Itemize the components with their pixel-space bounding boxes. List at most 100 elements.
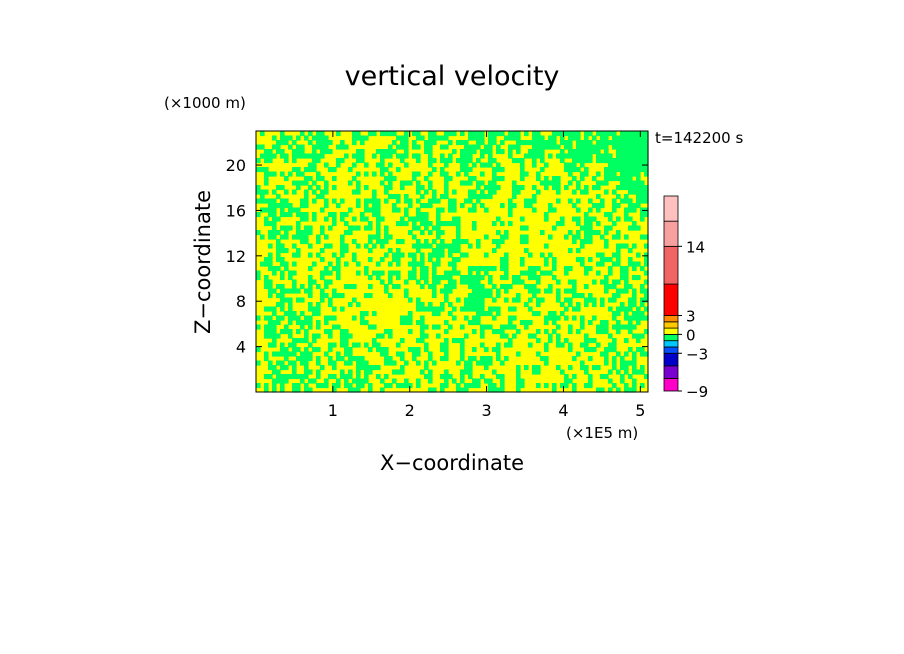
negative-velocity-cell: [264, 284, 269, 290]
negative-velocity-cell: [312, 149, 317, 155]
negative-velocity-cell: [464, 158, 469, 164]
negative-velocity-cell: [376, 234, 381, 240]
negative-velocity-cell: [504, 324, 509, 330]
negative-velocity-cell: [440, 243, 445, 249]
negative-velocity-cell: [504, 234, 509, 240]
negative-velocity-cell: [440, 374, 445, 380]
negative-velocity-cell: [364, 360, 369, 366]
negative-velocity-cell: [612, 135, 617, 141]
negative-velocity-cell: [328, 297, 333, 303]
negative-velocity-cell: [436, 275, 441, 281]
negative-velocity-cell: [636, 306, 641, 312]
negative-velocity-cell: [332, 324, 337, 330]
negative-velocity-cell: [368, 387, 373, 393]
negative-velocity-cell: [292, 270, 297, 276]
negative-velocity-cell: [480, 180, 485, 186]
negative-velocity-cell: [324, 149, 329, 155]
negative-velocity-cell: [460, 342, 465, 348]
negative-velocity-cell: [492, 239, 497, 245]
negative-velocity-cell: [452, 221, 457, 227]
negative-velocity-cell: [332, 221, 337, 227]
negative-velocity-cell: [516, 279, 521, 285]
negative-velocity-cell: [636, 171, 641, 177]
negative-velocity-cell: [464, 144, 469, 150]
negative-velocity-cell: [308, 315, 313, 321]
negative-velocity-cell: [412, 140, 417, 146]
negative-velocity-cell: [452, 149, 457, 155]
negative-velocity-cell: [316, 135, 321, 141]
negative-velocity-cell: [276, 239, 281, 245]
negative-velocity-cell: [444, 162, 449, 168]
negative-velocity-cell: [272, 324, 277, 330]
negative-velocity-cell: [404, 315, 409, 321]
negative-velocity-cell: [508, 306, 513, 312]
negative-velocity-cell: [272, 230, 277, 236]
negative-velocity-cell: [356, 198, 361, 204]
negative-velocity-cell: [376, 198, 381, 204]
negative-velocity-cell: [384, 360, 389, 366]
negative-velocity-cell: [412, 243, 417, 249]
negative-velocity-cell: [644, 293, 649, 299]
negative-velocity-cell: [464, 275, 469, 281]
negative-velocity-cell: [372, 194, 377, 200]
negative-velocity-cell: [544, 180, 549, 186]
negative-velocity-cell: [612, 207, 617, 213]
negative-velocity-cell: [444, 347, 449, 353]
negative-velocity-cell: [544, 356, 549, 362]
negative-velocity-cell: [348, 167, 353, 173]
negative-velocity-cell: [636, 315, 641, 321]
negative-velocity-cell: [260, 234, 265, 240]
negative-velocity-cell: [436, 324, 441, 330]
negative-velocity-cell: [608, 333, 613, 339]
negative-velocity-cell: [300, 131, 305, 137]
negative-velocity-cell: [452, 279, 457, 285]
negative-velocity-cell: [472, 383, 477, 389]
colorbar-level: [663, 195, 679, 222]
negative-velocity-cell: [324, 180, 329, 186]
negative-velocity-cell: [404, 162, 409, 168]
negative-velocity-cell: [520, 270, 525, 276]
negative-velocity-cell: [632, 356, 637, 362]
negative-velocity-cell: [400, 180, 405, 186]
negative-velocity-cell: [288, 212, 293, 218]
negative-velocity-cell: [380, 216, 385, 222]
negative-velocity-cell: [368, 248, 373, 254]
negative-velocity-cell: [444, 369, 449, 375]
negative-velocity-cell: [308, 288, 313, 294]
negative-velocity-cell: [376, 342, 381, 348]
negative-velocity-cell: [360, 356, 365, 362]
negative-velocity-cell: [412, 356, 417, 362]
negative-velocity-cell: [384, 198, 389, 204]
negative-velocity-cell: [556, 185, 561, 191]
negative-velocity-cell: [408, 329, 413, 335]
negative-velocity-cell: [604, 153, 609, 159]
negative-velocity-cell: [332, 342, 337, 348]
negative-velocity-cell: [492, 176, 497, 182]
x-tick-label: 2: [405, 401, 415, 420]
negative-velocity-cell: [532, 293, 537, 299]
negative-velocity-cell: [276, 248, 281, 254]
negative-velocity-cell: [636, 225, 641, 231]
negative-velocity-cell: [516, 297, 521, 303]
negative-velocity-cell: [332, 387, 337, 393]
negative-velocity-cell: [292, 338, 297, 344]
negative-velocity-cell: [552, 140, 557, 146]
negative-velocity-cell: [428, 162, 433, 168]
negative-velocity-cell: [532, 288, 537, 294]
negative-velocity-cell: [500, 221, 505, 227]
negative-velocity-cell: [496, 144, 501, 150]
negative-velocity-cell: [448, 279, 453, 285]
negative-velocity-cell: [632, 266, 637, 272]
negative-velocity-cell: [552, 257, 557, 263]
negative-velocity-cell: [296, 234, 301, 240]
negative-velocity-cell: [632, 149, 637, 155]
negative-velocity-cell: [584, 149, 589, 155]
negative-velocity-cell: [284, 203, 289, 209]
negative-velocity-cell: [548, 153, 553, 159]
negative-velocity-cell: [616, 194, 621, 200]
negative-velocity-cell: [276, 140, 281, 146]
negative-velocity-cell: [364, 266, 369, 272]
negative-velocity-cell: [640, 234, 645, 240]
negative-velocity-cell: [480, 356, 485, 362]
negative-velocity-cell: [452, 239, 457, 245]
